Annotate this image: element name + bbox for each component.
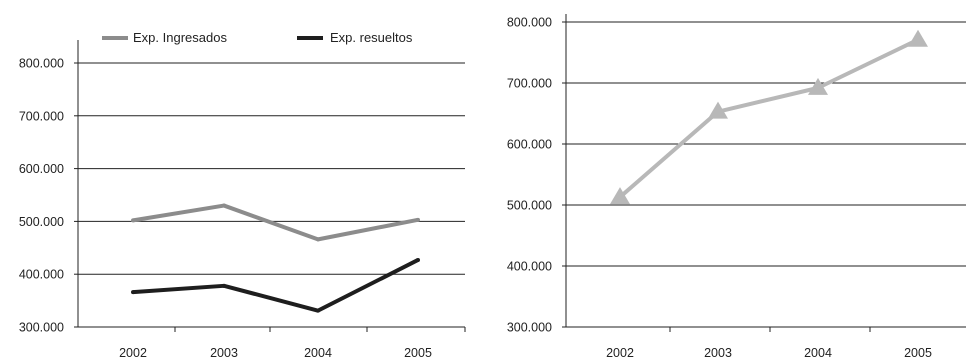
chart1-data-point	[808, 77, 828, 95]
chart1-data-point	[610, 187, 630, 205]
chart0-data-point	[131, 218, 135, 223]
chart0-data-point	[222, 283, 226, 288]
chart1-y-tick-label: 800.000	[507, 16, 552, 30]
chart0-data-point	[222, 203, 226, 208]
chart0-legend-label: Exp. resueltos	[330, 30, 413, 45]
chart0-x-tick-label: 2005	[404, 346, 432, 360]
chart0-x-tick-label: 2004	[304, 346, 332, 360]
chart1-y-tick-label: 300.000	[507, 321, 552, 335]
chart0-y-tick-label: 400.000	[19, 268, 64, 282]
chart0-series-line	[132, 258, 419, 313]
chart0-x-tick-label: 2002	[119, 346, 147, 360]
chart0-data-point	[131, 290, 135, 295]
chart1-x-tick-label: 2004	[804, 346, 832, 360]
chart1-x-tick-label: 2002	[606, 346, 634, 360]
chart1-y-tick-label: 700.000	[507, 77, 552, 91]
chart1-data-point	[908, 29, 928, 47]
chart1-y-tick-label: 500.000	[507, 199, 552, 213]
chart1-data-point	[708, 101, 728, 119]
chart1-y-tick-label: 400.000	[507, 260, 552, 274]
chart0-data-point	[416, 257, 420, 262]
chart0-data-point	[316, 308, 320, 313]
chart0-data-point	[316, 237, 320, 242]
chart0-y-tick-label: 800.000	[19, 57, 64, 71]
chart1-series-line	[618, 37, 919, 199]
chart0-y-tick-label: 600.000	[19, 162, 64, 176]
chart0-x-tick-label: 2003	[210, 346, 238, 360]
chart1-x-tick-label: 2005	[904, 346, 932, 360]
chart1-y-tick-label: 600.000	[507, 138, 552, 152]
chart1-x-tick-label: 2003	[704, 346, 732, 360]
chart0-data-point	[416, 217, 420, 222]
chart0-series-line	[132, 203, 419, 242]
chart0-y-tick-label: 300.000	[19, 321, 64, 335]
chart0-legend-label: Exp. Ingresados	[133, 30, 227, 45]
chart0-y-tick-label: 700.000	[19, 109, 64, 123]
chart0-y-tick-label: 500.000	[19, 215, 64, 229]
